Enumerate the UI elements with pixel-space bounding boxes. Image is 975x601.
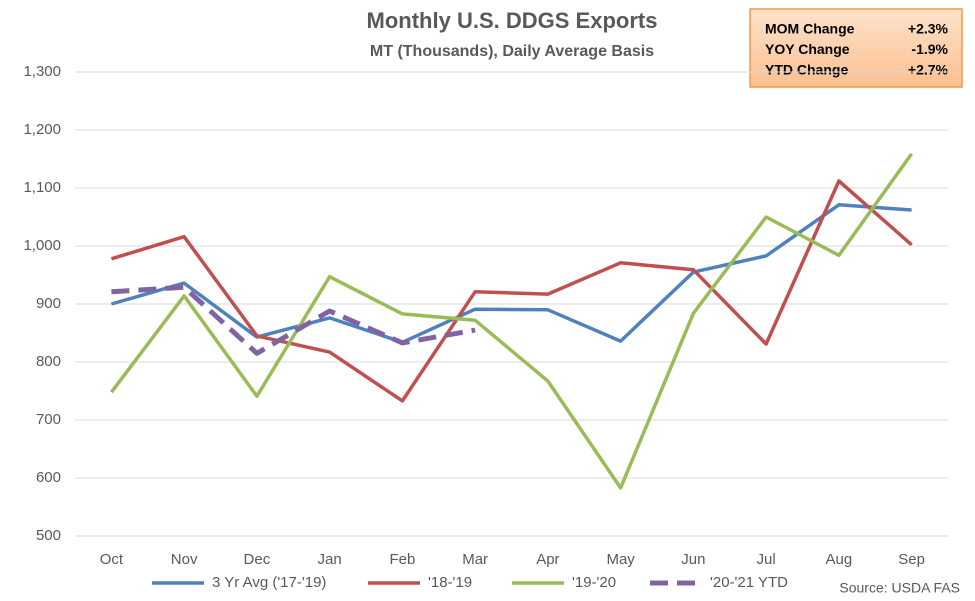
y-tick-label: 600 [36,469,61,486]
summary-box-frame [749,8,963,88]
chart-subtitle: MT (Thousands), Daily Average Basis [370,43,654,60]
summary-box: MOM Change +2.3% YOY Change -1.9% YTD Change… [749,8,963,88]
series-line [110,152,914,490]
x-tick-label: Jan [318,551,342,568]
y-tick-label: 500 [36,527,61,544]
x-tick-label: Aug [826,551,853,568]
summary-value: +2.3% [908,21,949,37]
y-tick-label: 1,300 [23,63,61,80]
summary-value: +2.7% [908,62,949,78]
y-tick-label: 900 [36,295,61,312]
x-tick-label: Apr [536,551,559,568]
source: Source: USDA FAS [839,580,960,596]
legend-label: 3 Yr Avg ('17-'19) [212,574,326,591]
x-tick-label: Mar [462,551,488,568]
summary-label: YOY Change [765,41,850,57]
x-tick-label: Jul [757,551,776,568]
legend-label: '18-'19 [428,574,472,591]
x-tick-label: Nov [171,551,198,568]
x-tick-label: Dec [244,551,271,568]
legend-label: '19-'20 [572,574,616,591]
series-line [111,284,476,356]
summary-label: YTD Change [765,62,848,78]
x-tick-label: Oct [100,551,124,568]
y-tick-label: 1,000 [23,237,61,254]
chart-title: Monthly U.S. DDGS Exports [367,8,658,33]
series-line [110,203,912,345]
x-tick-label: May [606,551,635,568]
y-tick-label: 1,100 [23,179,61,196]
y-tick-label: 800 [36,353,61,370]
summary-value: -1.9% [911,41,948,57]
summary-label: MOM Change [765,21,855,37]
x-tick-label: Jun [681,551,705,568]
series-line [110,179,913,403]
y-tick-label: 1,200 [23,121,61,138]
x-tick-label: Feb [389,551,415,568]
x-tick-label: Sep [898,551,925,568]
y-tick-label: 700 [36,411,61,428]
legend-label: '20-'21 YTD [710,574,788,591]
